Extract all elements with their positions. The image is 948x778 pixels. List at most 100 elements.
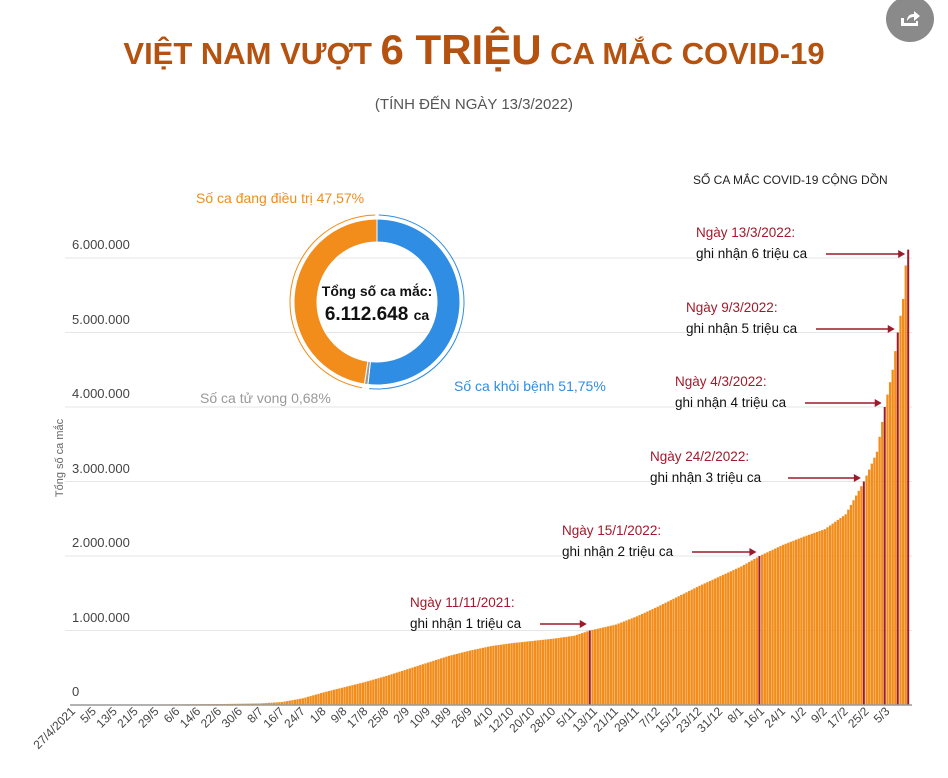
bar xyxy=(904,265,907,705)
bar xyxy=(677,596,680,705)
bar xyxy=(888,382,892,705)
bar xyxy=(400,670,404,705)
bar xyxy=(304,697,307,705)
bar xyxy=(330,690,333,705)
bar xyxy=(434,660,438,705)
bar xyxy=(878,436,881,705)
bar xyxy=(907,249,910,705)
bar xyxy=(672,598,675,705)
bar xyxy=(515,642,518,705)
bar xyxy=(385,675,388,705)
arrow-head xyxy=(853,474,861,482)
bar xyxy=(259,703,263,705)
bar xyxy=(476,648,479,705)
bar xyxy=(852,500,855,705)
bar xyxy=(466,651,469,705)
bar xyxy=(823,529,826,705)
bar xyxy=(565,636,568,705)
bar xyxy=(413,666,417,705)
bar xyxy=(531,640,534,705)
bar xyxy=(473,649,477,705)
bar xyxy=(591,629,594,705)
milestone-text: ghi nhận 3 triệu ca xyxy=(650,470,762,485)
bar xyxy=(839,518,842,705)
arrow-head xyxy=(887,325,895,333)
bar xyxy=(520,642,524,705)
bar xyxy=(607,626,610,705)
bar xyxy=(651,609,654,705)
bar xyxy=(314,694,318,705)
bar xyxy=(390,674,393,705)
bar xyxy=(359,683,362,705)
bar xyxy=(356,683,359,705)
donut-label-recovered: Số ca khỏi bệnh 51,75% xyxy=(454,378,606,394)
bar xyxy=(753,558,756,705)
bar xyxy=(533,640,537,705)
bar xyxy=(818,531,821,705)
y-tick-label: 1.000.000 xyxy=(72,609,130,625)
bar xyxy=(494,645,498,705)
x-tick-label: 21/5 xyxy=(114,704,141,731)
bar xyxy=(366,681,370,705)
bar xyxy=(544,639,547,705)
bar xyxy=(815,531,819,705)
bar xyxy=(419,665,422,705)
bar xyxy=(706,582,709,705)
bar xyxy=(398,671,401,705)
bar xyxy=(860,486,863,705)
donut-center-value: 6.112.648 ca xyxy=(324,304,430,325)
bar xyxy=(573,635,576,705)
bar xyxy=(881,421,884,705)
bar xyxy=(601,627,605,705)
bar xyxy=(468,650,472,705)
bar xyxy=(831,523,834,705)
arrow-head xyxy=(874,399,882,407)
bar xyxy=(440,658,443,705)
bar xyxy=(886,394,889,705)
bar xyxy=(411,667,414,705)
bar xyxy=(346,686,349,705)
x-tick-label: 5/3 xyxy=(871,704,893,726)
bar xyxy=(319,693,323,705)
bar xyxy=(523,641,526,705)
bar xyxy=(408,668,411,705)
bar xyxy=(761,554,764,705)
bar xyxy=(299,698,302,705)
bar xyxy=(784,543,787,705)
bar xyxy=(275,702,278,705)
x-tick-label: 17/2 xyxy=(824,704,851,731)
bar xyxy=(510,643,513,705)
share-button[interactable] xyxy=(886,0,934,42)
donut-leader-arc xyxy=(289,214,376,389)
milestone-date: Ngày 15/1/2022: xyxy=(562,523,662,538)
bar xyxy=(810,533,813,705)
bar xyxy=(416,665,419,705)
bar xyxy=(379,677,383,705)
x-tick-label: 1/2 xyxy=(787,704,809,726)
bar xyxy=(301,698,304,705)
bar xyxy=(265,703,268,705)
bar xyxy=(484,647,487,705)
bar xyxy=(291,700,294,705)
bar xyxy=(377,678,380,705)
bar xyxy=(612,625,615,705)
bar xyxy=(489,646,492,705)
bar xyxy=(549,638,552,705)
bar xyxy=(711,579,714,705)
donut-center-label: Tổng số ca mắc: xyxy=(321,283,433,299)
bar xyxy=(450,655,453,705)
x-tick-label: 25/2 xyxy=(845,704,872,731)
bar xyxy=(899,315,902,705)
bar xyxy=(353,684,357,705)
bar xyxy=(500,644,503,705)
bar xyxy=(625,620,628,705)
bar xyxy=(622,621,626,705)
bar xyxy=(633,617,636,705)
x-tick-label: 16/7 xyxy=(261,704,288,731)
bar xyxy=(896,332,899,705)
bar xyxy=(687,591,691,705)
milestone-text: ghi nhận 2 triệu ca xyxy=(562,544,674,559)
bar xyxy=(312,695,315,705)
bar xyxy=(794,539,798,705)
bar xyxy=(458,653,461,705)
